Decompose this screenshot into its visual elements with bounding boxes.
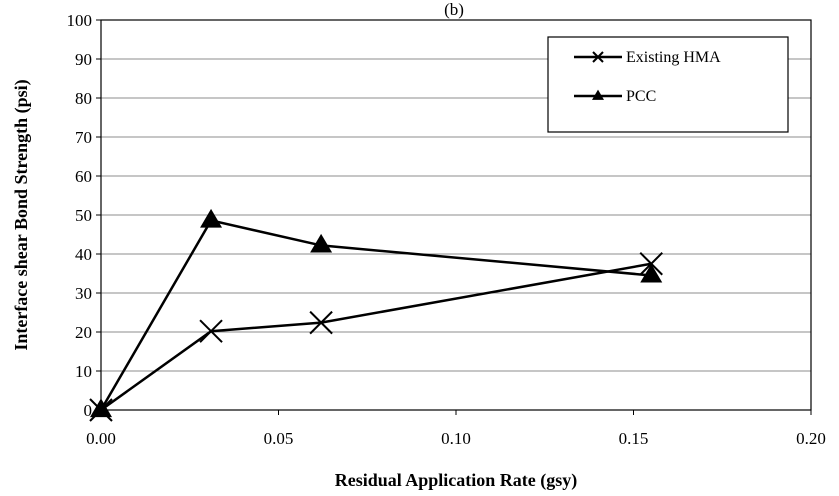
legend-box <box>547 36 789 133</box>
y-tick-label: 20 <box>75 323 92 342</box>
legend-x-marker <box>592 51 604 63</box>
y-tick-label: 70 <box>75 128 92 147</box>
data-point-x-marker <box>309 310 333 335</box>
data-point-triangle-marker <box>200 208 223 228</box>
x-marker-stroke <box>199 319 223 343</box>
legend-triangle-marker <box>592 89 604 100</box>
y-tick-label: 60 <box>75 167 92 186</box>
y-tick-label: 40 <box>75 245 92 264</box>
y-tick-label: 100 <box>67 11 93 30</box>
x-marker-stroke <box>639 252 663 276</box>
series-line <box>99 219 652 411</box>
legend-entry-1: Existing HMA <box>574 49 721 66</box>
series-2 <box>90 208 663 418</box>
data-series <box>89 208 663 422</box>
x-tick-label: 0.20 <box>796 429 826 448</box>
legend-label: PCC <box>626 88 656 105</box>
series-line <box>100 262 652 412</box>
y-tick-label: 80 <box>75 89 92 108</box>
chart-title: (b) <box>444 0 464 19</box>
x-tick-label: 0.00 <box>86 429 116 448</box>
y-tick-label: 0 <box>84 401 93 420</box>
y-axis-title: Interface shear Bond Strength (psi) <box>11 79 32 350</box>
y-tick-label: 90 <box>75 50 92 69</box>
data-point-triangle-marker <box>90 398 112 418</box>
x-tick-label: 0.10 <box>441 429 471 448</box>
data-point-x-marker <box>639 252 663 276</box>
grid-lines <box>101 58 811 372</box>
data-point-triangle-marker <box>310 233 333 253</box>
x-axis-title: Residual Application Rate (gsy) <box>335 470 578 491</box>
y-tick-label: 50 <box>75 206 92 225</box>
data-point-x-marker <box>199 319 223 343</box>
x-marker-stroke <box>309 310 333 335</box>
y-tick-label: 10 <box>75 362 92 381</box>
legend-label: Existing HMA <box>626 49 721 66</box>
x-marker-stroke <box>592 51 604 63</box>
y-tick-label: 30 <box>75 284 92 303</box>
legend: Existing HMA PCC <box>547 36 789 133</box>
x-tick-label: 0.15 <box>619 429 649 448</box>
data-point-triangle-marker <box>640 263 663 283</box>
series-1 <box>89 252 663 422</box>
legend-entry-2: PCC <box>574 88 656 105</box>
axis-ticks: 0 10 20 30 40 50 60 70 80 90 100 0.00 0.05 0.10 0.15 0.… <box>67 11 826 448</box>
x-tick-label: 0.05 <box>264 429 294 448</box>
